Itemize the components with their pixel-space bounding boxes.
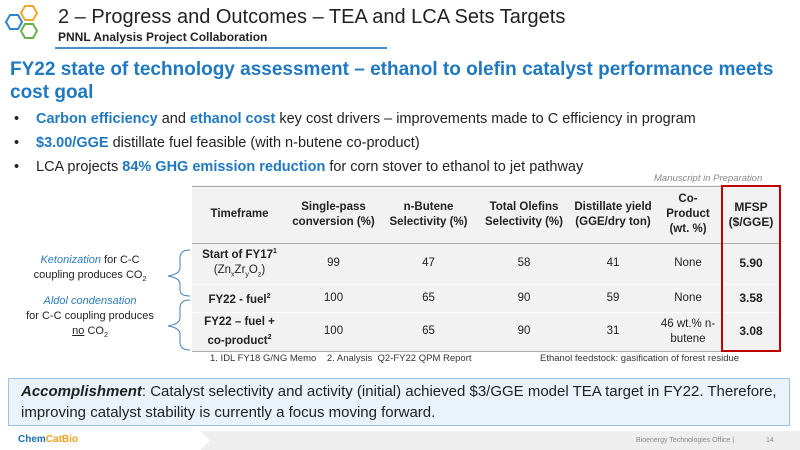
cell: 65 — [422, 325, 435, 337]
footnote-ref: 1 — [273, 248, 277, 256]
hexagon-logo-icon — [4, 5, 39, 39]
text: distillate fuel feasible (with n-butene … — [108, 135, 420, 151]
col-header: Timeframe — [192, 186, 287, 244]
text: key cost drivers – improvements made to … — [275, 111, 696, 127]
table-header-row: Timeframe Single-pass conversion (%) n-B… — [192, 185, 781, 244]
cell: 47 — [380, 243, 477, 285]
highlight: 84% GHG emission reduction — [122, 159, 326, 175]
cell: 90 — [517, 325, 531, 337]
footer-logo-area — [0, 431, 210, 450]
cell: 99 — [287, 243, 380, 285]
bullet-item: Carbon efficiency and ethanol cost key c… — [10, 107, 800, 131]
aldol-note: Aldol condensation for C-C coupling produ… — [26, 295, 154, 340]
cell-timeframe: Start of FY171 (ZnxZryOz) — [192, 243, 287, 285]
col-header: Distillate yield (GGE/dry ton) — [571, 186, 655, 244]
accomplishment-box: Accomplishment: Catalyst selectivity and… — [8, 378, 790, 426]
cell-mfsp: 3.58 — [721, 284, 781, 313]
brace-icon — [167, 249, 191, 351]
cell: 59 — [571, 284, 655, 313]
timeframe: Start of FY17 — [202, 249, 274, 262]
timeframe: FY22 - fuel — [208, 293, 267, 306]
cell-timeframe: FY22 – fuel + co-product2 — [192, 312, 287, 351]
highlight: ethanol cost — [189, 111, 276, 127]
highlight: Carbon efficiency — [36, 111, 158, 127]
emph: no — [72, 325, 85, 337]
cell: 31 — [606, 325, 620, 337]
accomplishment-text: : Catalyst selectivity and activity (ini… — [21, 383, 777, 421]
cell: 90 — [477, 284, 571, 313]
highlight: $3.00/GGE — [36, 135, 109, 151]
cell-mfsp: 5.90 — [721, 243, 781, 285]
slide-subtitle: PNNL Analysis Project Collaboration — [58, 30, 268, 44]
cell-timeframe: FY22 - fuel2 — [192, 284, 287, 313]
col-header-mfsp: MFSP ($/GGE) — [721, 185, 781, 244]
manuscript-note: Manuscript in Preparation — [654, 173, 763, 184]
text: for C-C coupling produces — [26, 310, 154, 322]
accomplishment-label: Accomplishment — [21, 383, 142, 400]
table-row: Start of FY171 (ZnxZryOz) 99 47 58 41 Non… — [192, 243, 781, 285]
table-row: FY22 - fuel2 100 65 90 59 None 3.58 — [192, 284, 781, 313]
cell: 100 — [287, 284, 380, 313]
slide-title: 2 – Progress and Outcomes – TEA and LCA … — [58, 6, 566, 28]
footnotes: 1. IDL FY18 G/NG Memo 2. Analysis Q2-FY2… — [210, 353, 472, 364]
results-table: Timeframe Single-pass conversion (%) n-B… — [192, 185, 781, 352]
cell: 41 — [571, 243, 655, 285]
col-header: Single-pass conversion (%) — [287, 186, 380, 244]
headline: FY22 state of technology assessment – et… — [10, 59, 774, 103]
ketonization-note: Ketonization for C-C coupling produces C… — [33, 254, 147, 284]
cell: None — [655, 284, 722, 313]
col-header: n-Butene Selectivity (%) — [380, 186, 477, 244]
cell-mfsp: 3.08 — [721, 312, 781, 352]
emph: Ketonization — [40, 254, 102, 266]
feedstock-note: Ethanol feedstock: gasification of fores… — [540, 353, 740, 364]
footnote-ref: 2 — [266, 292, 271, 300]
chemcatbio-logo: ChemCatBio — [18, 434, 78, 445]
col-header: Total Olefins Selectivity (%) — [477, 186, 571, 244]
cell: None — [655, 243, 722, 285]
title-divider — [55, 47, 387, 49]
footnote-ref: 2 — [267, 333, 272, 341]
cell: 100 — [323, 325, 344, 337]
bullet-item: $3.00/GGE distillate fuel feasible (with… — [10, 131, 800, 155]
col-header: Co-Product (wt. %) — [655, 186, 722, 244]
text: for corn stover to ethanol to jet pathwa… — [325, 159, 584, 175]
formula: (ZnxZryOz) — [213, 264, 266, 279]
text: CO — [84, 325, 104, 337]
brand-part: Chem — [18, 434, 46, 445]
bullet-list: Carbon efficiency and ethanol cost key c… — [10, 107, 800, 179]
bullet-item: LCA projects 84% GHG emission reduction … — [10, 155, 800, 179]
text: for C-C coupling produces CO — [33, 254, 143, 281]
cell: 46 wt.% n-butene — [660, 317, 716, 345]
text: and — [157, 111, 190, 127]
timeframe: FY22 – fuel + co-product — [204, 315, 275, 347]
office-label: Bioenergy Technologies Office | — [636, 437, 735, 444]
emph: Aldol condensation — [43, 295, 137, 307]
text: LCA projects — [36, 159, 123, 175]
table-row: FY22 – fuel + co-product2 100 65 90 31 4… — [192, 312, 781, 352]
cell: 65 — [380, 284, 477, 313]
brand-part: CatBio — [45, 434, 79, 445]
page-number: 14 — [766, 437, 774, 444]
cell: 58 — [477, 243, 571, 285]
